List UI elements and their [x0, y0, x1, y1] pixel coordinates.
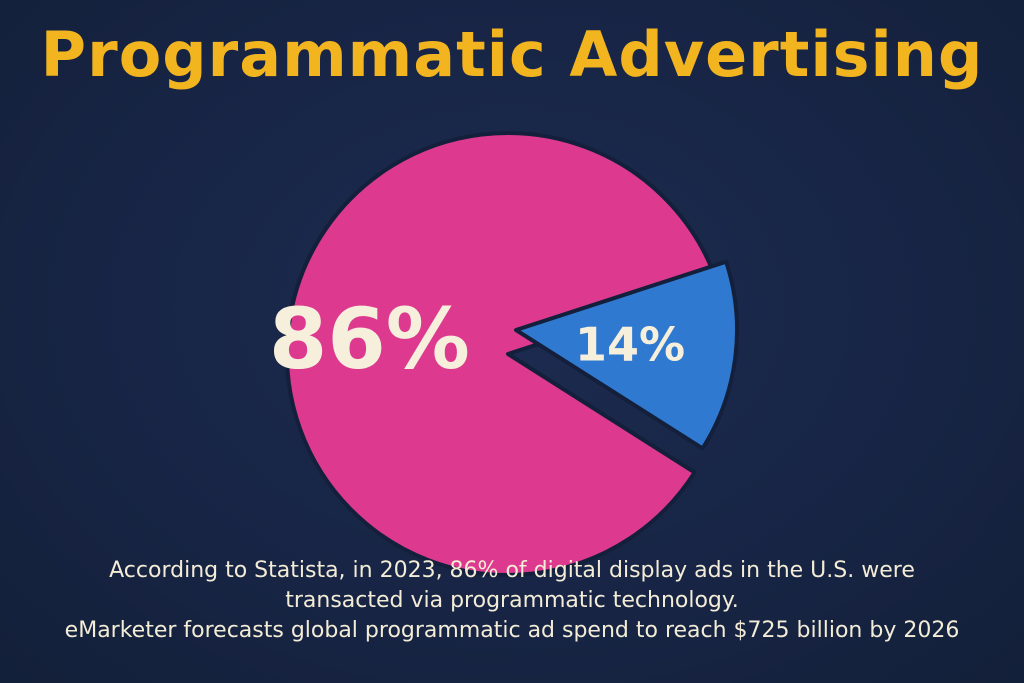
chart-title: Programmatic Advertising — [40, 18, 984, 91]
pie-slice-14 — [514, 259, 739, 451]
pie-slice-86 — [285, 131, 721, 577]
slice-label-14: 14% — [575, 317, 685, 371]
caption-line-2: transacted via programmatic technology. — [285, 588, 739, 613]
caption-line-1: According to Statista, in 2023, 86% of d… — [109, 558, 915, 583]
chart-caption: According to Statista, in 2023, 86% of d… — [0, 556, 1024, 646]
caption-line-3: eMarketer forecasts global programmatic … — [64, 618, 960, 643]
slice-label-86: 86% — [269, 290, 470, 388]
